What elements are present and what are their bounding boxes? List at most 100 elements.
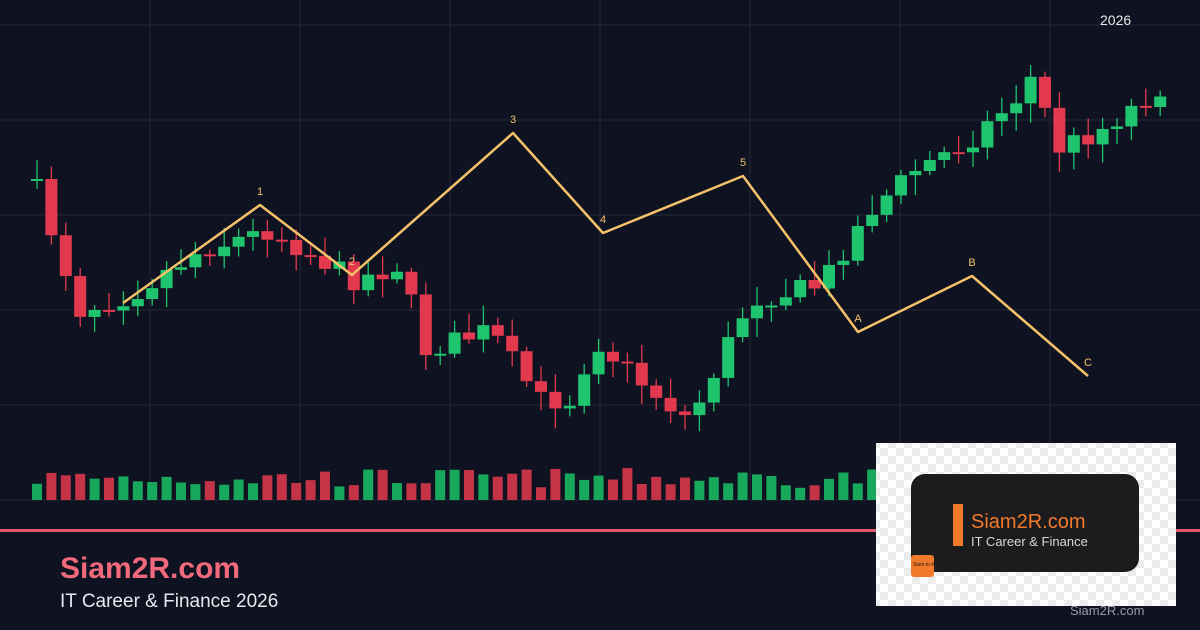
logo-subtitle: IT Career & Finance: [971, 534, 1088, 549]
volume-bar: [75, 473, 86, 500]
volume-bar: [46, 472, 57, 500]
volume-bar: [723, 483, 734, 500]
logo-bar: [953, 504, 963, 546]
candle-body: [967, 147, 979, 153]
candle-body: [419, 294, 432, 356]
volume-bar: [507, 473, 518, 500]
volume-bar: [118, 476, 129, 500]
candle-body: [1096, 128, 1109, 145]
candle-body: [218, 246, 231, 257]
candle-body: [506, 335, 519, 352]
volume-bar: [204, 481, 215, 500]
volume-bar: [737, 472, 748, 500]
volume-bar: [176, 482, 186, 500]
volume-bar: [867, 469, 878, 500]
volume-bar: [492, 476, 503, 500]
candle-body: [995, 113, 1008, 122]
candle-body: [477, 325, 490, 340]
candle-body: [1039, 76, 1051, 108]
volume-bar: [219, 484, 230, 500]
candle-body: [679, 411, 691, 416]
candle-body: [1024, 76, 1037, 104]
volume-bar: [305, 480, 316, 500]
logo-card: [911, 474, 1139, 572]
volume-bar: [348, 485, 359, 500]
candle-body: [347, 261, 360, 291]
wave-label: B: [968, 257, 975, 269]
candle-body: [607, 351, 619, 362]
volume-bar: [521, 469, 532, 500]
volume-bar: [708, 477, 719, 500]
candle-body: [31, 179, 43, 182]
candle-body: [938, 152, 951, 161]
candle-body: [779, 297, 792, 306]
volume-bar: [608, 479, 618, 500]
volume-bar: [320, 471, 330, 500]
volume-bar: [809, 485, 820, 500]
volume-bar: [536, 487, 546, 500]
grid: [0, 0, 1200, 501]
volume-bar: [233, 479, 244, 500]
candle-body: [275, 239, 288, 242]
candle-body: [823, 264, 835, 289]
candle-body: [175, 267, 187, 270]
candle-body: [621, 361, 634, 364]
volume-bar: [665, 484, 676, 500]
candle-body: [319, 255, 331, 269]
candle-body: [491, 325, 504, 336]
volume-bar: [838, 472, 849, 500]
volume-bar: [161, 476, 172, 500]
candle-body: [952, 152, 965, 155]
candle-body: [103, 309, 115, 312]
candle-body: [131, 299, 144, 307]
candle-body: [650, 385, 663, 398]
volume-bar: [636, 484, 647, 500]
volume-bar: [291, 482, 302, 500]
logo-title: Siam2R.com: [971, 511, 1085, 533]
candle-body: [765, 305, 778, 308]
candle-body: [578, 374, 591, 406]
candle-body: [362, 274, 375, 291]
volume-bar: [89, 478, 100, 500]
volume-bar: [694, 480, 705, 500]
candle-body: [1067, 135, 1080, 153]
logo-badge: [911, 555, 934, 577]
wave-label: 5: [740, 157, 746, 169]
volume-bar: [334, 486, 345, 500]
candle-body: [74, 275, 87, 317]
volume-bar: [824, 478, 834, 500]
candle-body: [1154, 96, 1167, 107]
volume-bar: [406, 483, 417, 500]
candle-body: [448, 332, 461, 354]
candle-body: [909, 171, 922, 176]
candle-body: [1010, 103, 1023, 114]
logo: Siam2R.com IT Career & Finance Siam to R…: [876, 443, 1176, 606]
candle-body: [232, 236, 245, 247]
divider: [0, 529, 1200, 532]
candle-body: [635, 362, 648, 386]
volume-bar: [780, 485, 791, 500]
volume-bar: [852, 483, 863, 500]
wave-label: 3: [510, 114, 516, 126]
volume-bar: [795, 487, 806, 500]
volume-bar: [248, 483, 258, 500]
logo-badge-text: Siam to Rich: [913, 562, 942, 568]
candle-body: [880, 195, 893, 215]
volume-bar: [32, 483, 42, 500]
volume-bar: [147, 482, 158, 500]
candle-body: [88, 309, 101, 317]
candle-body: [851, 226, 864, 261]
volume-bar: [104, 477, 114, 500]
volume-bar: [752, 474, 762, 500]
volume-bar: [60, 475, 71, 500]
watermark: Siam2R.com: [1070, 603, 1144, 618]
candle-body: [45, 179, 58, 236]
candle-body: [1111, 126, 1123, 129]
candle-body: [59, 235, 72, 276]
volume-bar: [550, 468, 561, 500]
wave-label: C: [1084, 357, 1092, 369]
candle-body: [592, 351, 605, 375]
candle-body: [837, 260, 850, 265]
wave-labels: 1 2 3 4 5 A B C: [257, 114, 1092, 369]
